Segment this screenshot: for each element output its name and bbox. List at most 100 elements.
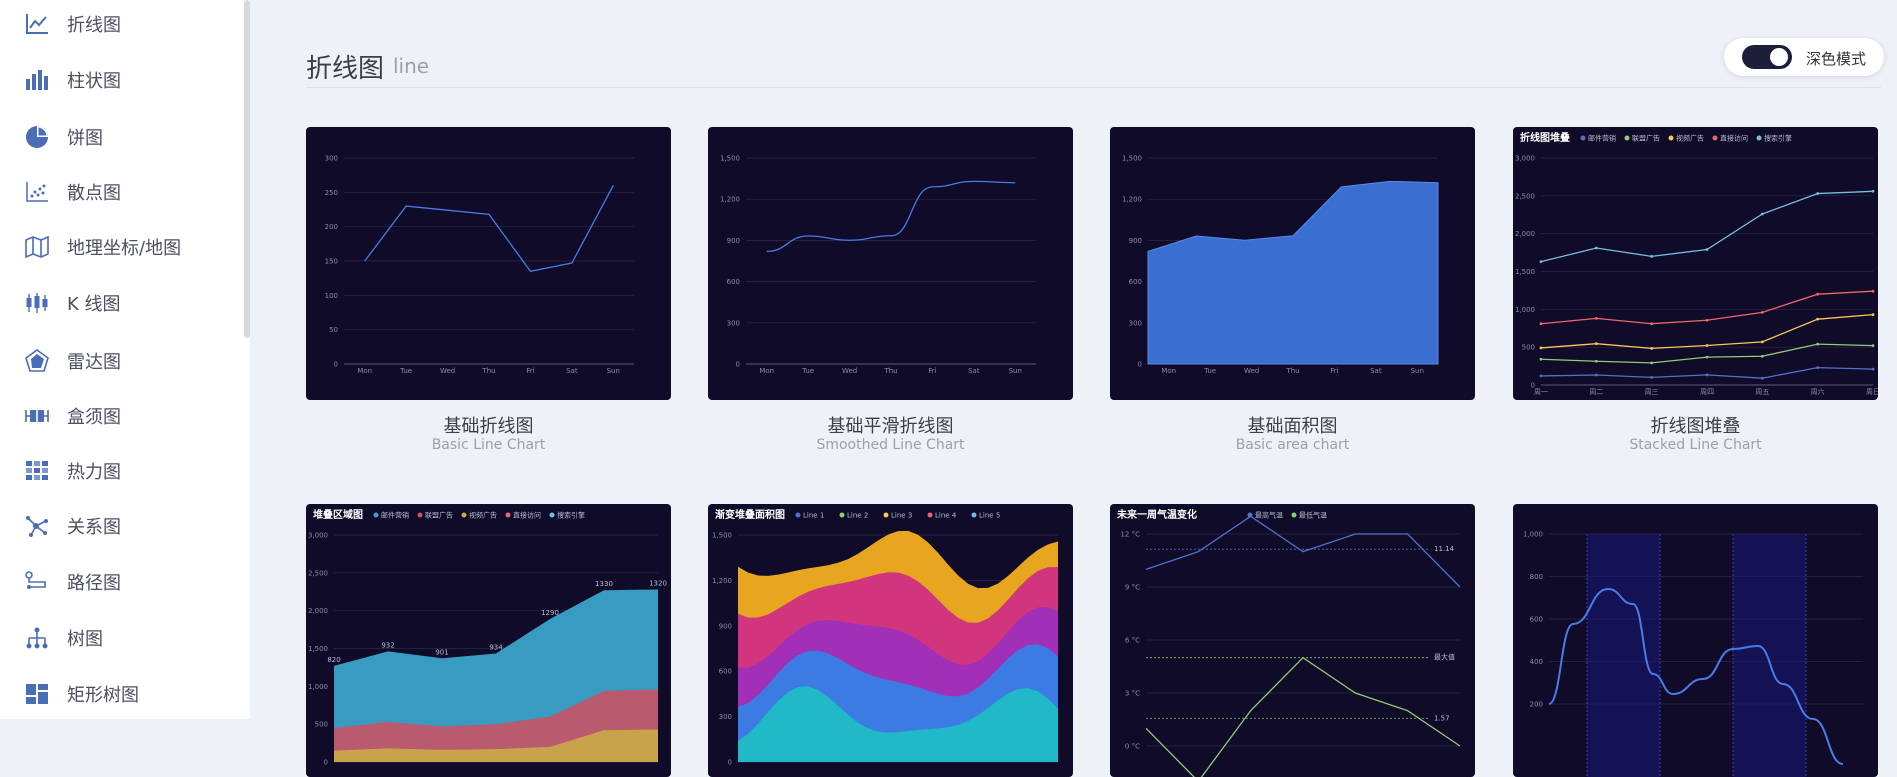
x-tick-label: 周五 (1755, 388, 1769, 396)
bar-chart-icon (24, 67, 50, 93)
sidebar-item[interactable]: 树图 (0, 618, 240, 658)
sidebar-item[interactable]: 路径图 (0, 562, 240, 602)
chart-thumbnail: 折线图堆叠 邮件营销 联盟广告 视频广告 直接访问 搜索引擎 0 500 1,000 1,500 2… (1515, 131, 1878, 396)
y-tick-label: 600 (719, 668, 732, 676)
chart-card[interactable]: 0 50 100 150 200 250 300 Mon Tue Wed Thu Fri Sat Sun (306, 127, 671, 400)
sidebar-item-label: 矩形树图 (67, 685, 139, 706)
chart-title: 折线图堆叠 (1520, 131, 1570, 144)
chart-card[interactable]: 渐变堆叠面积图 Line 1 Line 2 Line 3 Line 4 Line 5 0 30… (708, 504, 1073, 777)
line-series (1540, 366, 1874, 379)
chart-card[interactable]: 折线图堆叠 邮件营销 联盟广告 视频广告 直接访问 搜索引擎 0 500 1,000 1,500 2… (1513, 127, 1878, 400)
y-tick-label: 3,000 (308, 532, 328, 540)
sidebar-scrollbar[interactable] (244, 0, 250, 338)
chart-card[interactable]: 未来一周气温变化 最高气温 最低气温 0 °C 3 °C 6 °C 9 °C 12 °C 11.… (1110, 504, 1475, 777)
dark-mode-toggle[interactable]: 深色模式 (1724, 38, 1884, 76)
mark-line-label: 1.57 (1434, 714, 1450, 722)
sidebar-item-label: 饼图 (67, 128, 103, 149)
sidebar-item-label: 关系图 (67, 517, 121, 538)
data-point (1871, 289, 1875, 293)
y-tick-label: 1,200 (712, 577, 732, 585)
legend-label: 搜索引擎 (557, 511, 585, 520)
map-icon (24, 234, 50, 260)
data-point (1539, 322, 1543, 326)
legend-marker (505, 512, 511, 518)
x-tick-label: Sun (1411, 367, 1424, 375)
y-tick-label: 400 (1530, 658, 1543, 666)
data-point (1760, 340, 1764, 344)
sidebar-item[interactable]: 折线图 (0, 4, 240, 44)
legend-marker (795, 512, 801, 518)
y-tick-label: 0 (736, 361, 740, 369)
x-tick-label: Mon (759, 367, 774, 375)
y-tick-label: 2,000 (1515, 230, 1535, 238)
x-tick-label: Fri (1330, 367, 1338, 375)
legend-marker (839, 512, 845, 518)
y-tick-label: 1,200 (720, 196, 740, 204)
card-title: 基础平滑折线图 (827, 416, 954, 437)
chart-thumbnail: 0 50 100 150 200 250 300 Mon Tue Wed Thu Fri Sat Sun (325, 155, 634, 375)
data-point (1539, 346, 1543, 350)
data-point (1816, 342, 1820, 346)
dark-mode-label: 深色模式 (1806, 50, 1867, 68)
legend-marker (927, 512, 933, 518)
line-chart-icon (24, 11, 50, 37)
sidebar-item[interactable]: 矩形树图 (0, 674, 240, 714)
chart-card[interactable]: 0 300 600 900 1,200 1,500 Mon Tue Wed Thu Fri Sat Su… (1110, 127, 1475, 400)
card-subtitle: Smoothed Line Chart (816, 437, 965, 453)
line-series (1548, 587, 1844, 765)
legend-label: Line 5 (979, 512, 1000, 520)
x-tick-label: Tue (1203, 367, 1216, 375)
sidebar-item[interactable]: 热力图 (0, 451, 240, 491)
sidebar-item[interactable]: 关系图 (0, 506, 240, 546)
x-tick-label: Fri (928, 367, 936, 375)
pie-chart-icon (24, 124, 50, 150)
card-subtitle: Basic area chart (1235, 437, 1350, 453)
x-tick-label: 周二 (1589, 388, 1603, 396)
y-tick-label: 2,500 (1515, 192, 1535, 200)
y-tick-label: 600 (1530, 616, 1543, 624)
data-point (1539, 260, 1543, 264)
data-label: 932 (381, 641, 394, 649)
card-subtitle: Basic Line Chart (431, 437, 546, 453)
chart-thumbnail: 渐变堆叠面积图 Line 1 Line 2 Line 3 Line 4 Line 5 0 30… (712, 508, 1058, 767)
line-series (1145, 515, 1461, 588)
chart-card[interactable]: 0 300 600 900 1,200 1,500 Mon Tue Wed Thu Fri Sat Su… (708, 127, 1073, 400)
sidebar-item[interactable]: 盒须图 (0, 396, 240, 436)
sidebar-item-label: 折线图 (67, 15, 121, 36)
area-series (1147, 180, 1439, 365)
sidebar-item[interactable]: K 线图 (0, 283, 240, 323)
legend-label: 最高气温 (1255, 511, 1283, 520)
chart-thumbnail: 未来一周气温变化 最高气温 最低气温 0 °C 3 °C 6 °C 9 °C 12 °C 11.… (1116, 508, 1461, 777)
data-point (1760, 310, 1764, 314)
sidebar-item-label: 雷达图 (67, 352, 121, 373)
y-tick-label: 150 (325, 258, 338, 266)
y-tick-label: 600 (1129, 278, 1142, 286)
sidebar-item[interactable]: 饼图 (0, 117, 240, 157)
legend-marker (1580, 135, 1586, 141)
x-tick-label: 周日 (1866, 388, 1878, 396)
sidebar-item-label: 热力图 (67, 462, 121, 483)
y-tick-label: 1,000 (308, 683, 328, 691)
sidebar-item[interactable]: 地理坐标/地图 (0, 227, 240, 267)
data-point (1760, 212, 1764, 216)
chart-card[interactable]: 200 400 600 800 1,000 (1513, 504, 1878, 777)
card-title: 基础面积图 (1247, 416, 1338, 437)
chart-card[interactable]: 堆叠区域图 邮件营销 联盟广告 视频广告 直接访问 搜索引擎 0 500 1,000 1,500 2… (306, 504, 671, 777)
y-tick-label: 1,500 (712, 532, 732, 540)
y-tick-label: 1,000 (1523, 531, 1543, 539)
y-tick-label: 0 (1138, 361, 1142, 369)
legend-label: 联盟广告 (1632, 134, 1660, 143)
sidebar-item[interactable]: 柱状图 (0, 60, 240, 100)
x-tick-label: Sun (607, 367, 620, 375)
data-point (1816, 317, 1820, 321)
legend-marker (461, 512, 467, 518)
sidebar-item[interactable]: 散点图 (0, 172, 240, 212)
legend-marker (549, 512, 555, 518)
data-label: 901 (435, 648, 448, 656)
page-title: 折线图 (306, 54, 385, 84)
toggle-switch[interactable] (1742, 45, 1792, 69)
x-tick-label: Wed (440, 367, 455, 375)
sidebar-item[interactable]: 雷达图 (0, 341, 240, 381)
x-tick-label: Thu (883, 367, 897, 375)
x-tick-label: Tue (801, 367, 814, 375)
